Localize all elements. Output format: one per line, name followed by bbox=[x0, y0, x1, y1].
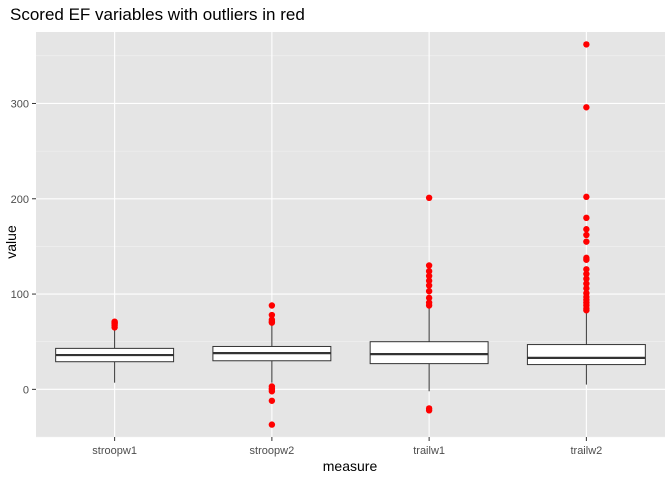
outlier-point bbox=[583, 226, 590, 233]
outlier-point bbox=[268, 311, 276, 319]
outlier-point bbox=[425, 267, 433, 275]
outlier-point bbox=[583, 256, 590, 263]
box-stroopw2 bbox=[212, 302, 332, 428]
outlier-point bbox=[268, 421, 276, 428]
outlier-point bbox=[425, 272, 433, 280]
box-trailw1 bbox=[369, 194, 489, 414]
outlier-point bbox=[583, 275, 590, 283]
iqr-box bbox=[369, 341, 489, 365]
outlier-point bbox=[583, 285, 590, 292]
outlier-point bbox=[583, 193, 590, 201]
outlier-point bbox=[583, 270, 590, 278]
outlier-point bbox=[583, 266, 590, 273]
outlier-point bbox=[583, 280, 590, 287]
plot-panel bbox=[36, 32, 665, 437]
x-axis-title: measure bbox=[323, 458, 378, 474]
outlier-point bbox=[425, 282, 433, 289]
outlier-point bbox=[583, 104, 590, 111]
outlier-point bbox=[425, 262, 433, 269]
outlier-point bbox=[425, 194, 433, 202]
outlier-point bbox=[583, 214, 590, 222]
y-axis-title: value bbox=[3, 225, 19, 259]
y-tick-label: 0 bbox=[23, 384, 29, 396]
outlier-point bbox=[268, 302, 276, 309]
outlier-point bbox=[583, 307, 590, 314]
outlier-point bbox=[425, 294, 433, 302]
x-tick-label: stroopw1 bbox=[92, 445, 137, 457]
outlier-point bbox=[268, 319, 276, 326]
outlier-point bbox=[111, 318, 118, 325]
outlier-point bbox=[425, 407, 433, 414]
outlier-point bbox=[268, 388, 276, 395]
y-axis: 0 100 200 300 bbox=[11, 98, 36, 396]
box-stroopw1 bbox=[55, 318, 175, 383]
y-tick-label: 100 bbox=[11, 289, 29, 301]
outlier-point bbox=[268, 397, 276, 404]
outlier-point bbox=[583, 231, 590, 239]
x-tick-label: stroopw2 bbox=[250, 445, 295, 457]
y-tick-label: 300 bbox=[11, 98, 29, 110]
box-trailw2 bbox=[526, 41, 646, 385]
y-tick-label: 200 bbox=[11, 194, 29, 206]
outlier-point bbox=[583, 41, 590, 48]
outlier-point bbox=[425, 302, 433, 309]
chart-title: Scored EF variables with outliers in red bbox=[10, 5, 305, 24]
x-tick-label: trailw2 bbox=[570, 445, 602, 457]
x-tick-label: trailw1 bbox=[413, 445, 445, 457]
iqr-box bbox=[526, 344, 646, 366]
outlier-point bbox=[583, 238, 590, 245]
boxes-layer bbox=[55, 41, 646, 428]
outlier-point bbox=[425, 277, 433, 284]
x-axis: stroopw1 stroopw2 trailw1 trailw2 bbox=[92, 437, 602, 457]
outlier-point bbox=[425, 288, 433, 295]
